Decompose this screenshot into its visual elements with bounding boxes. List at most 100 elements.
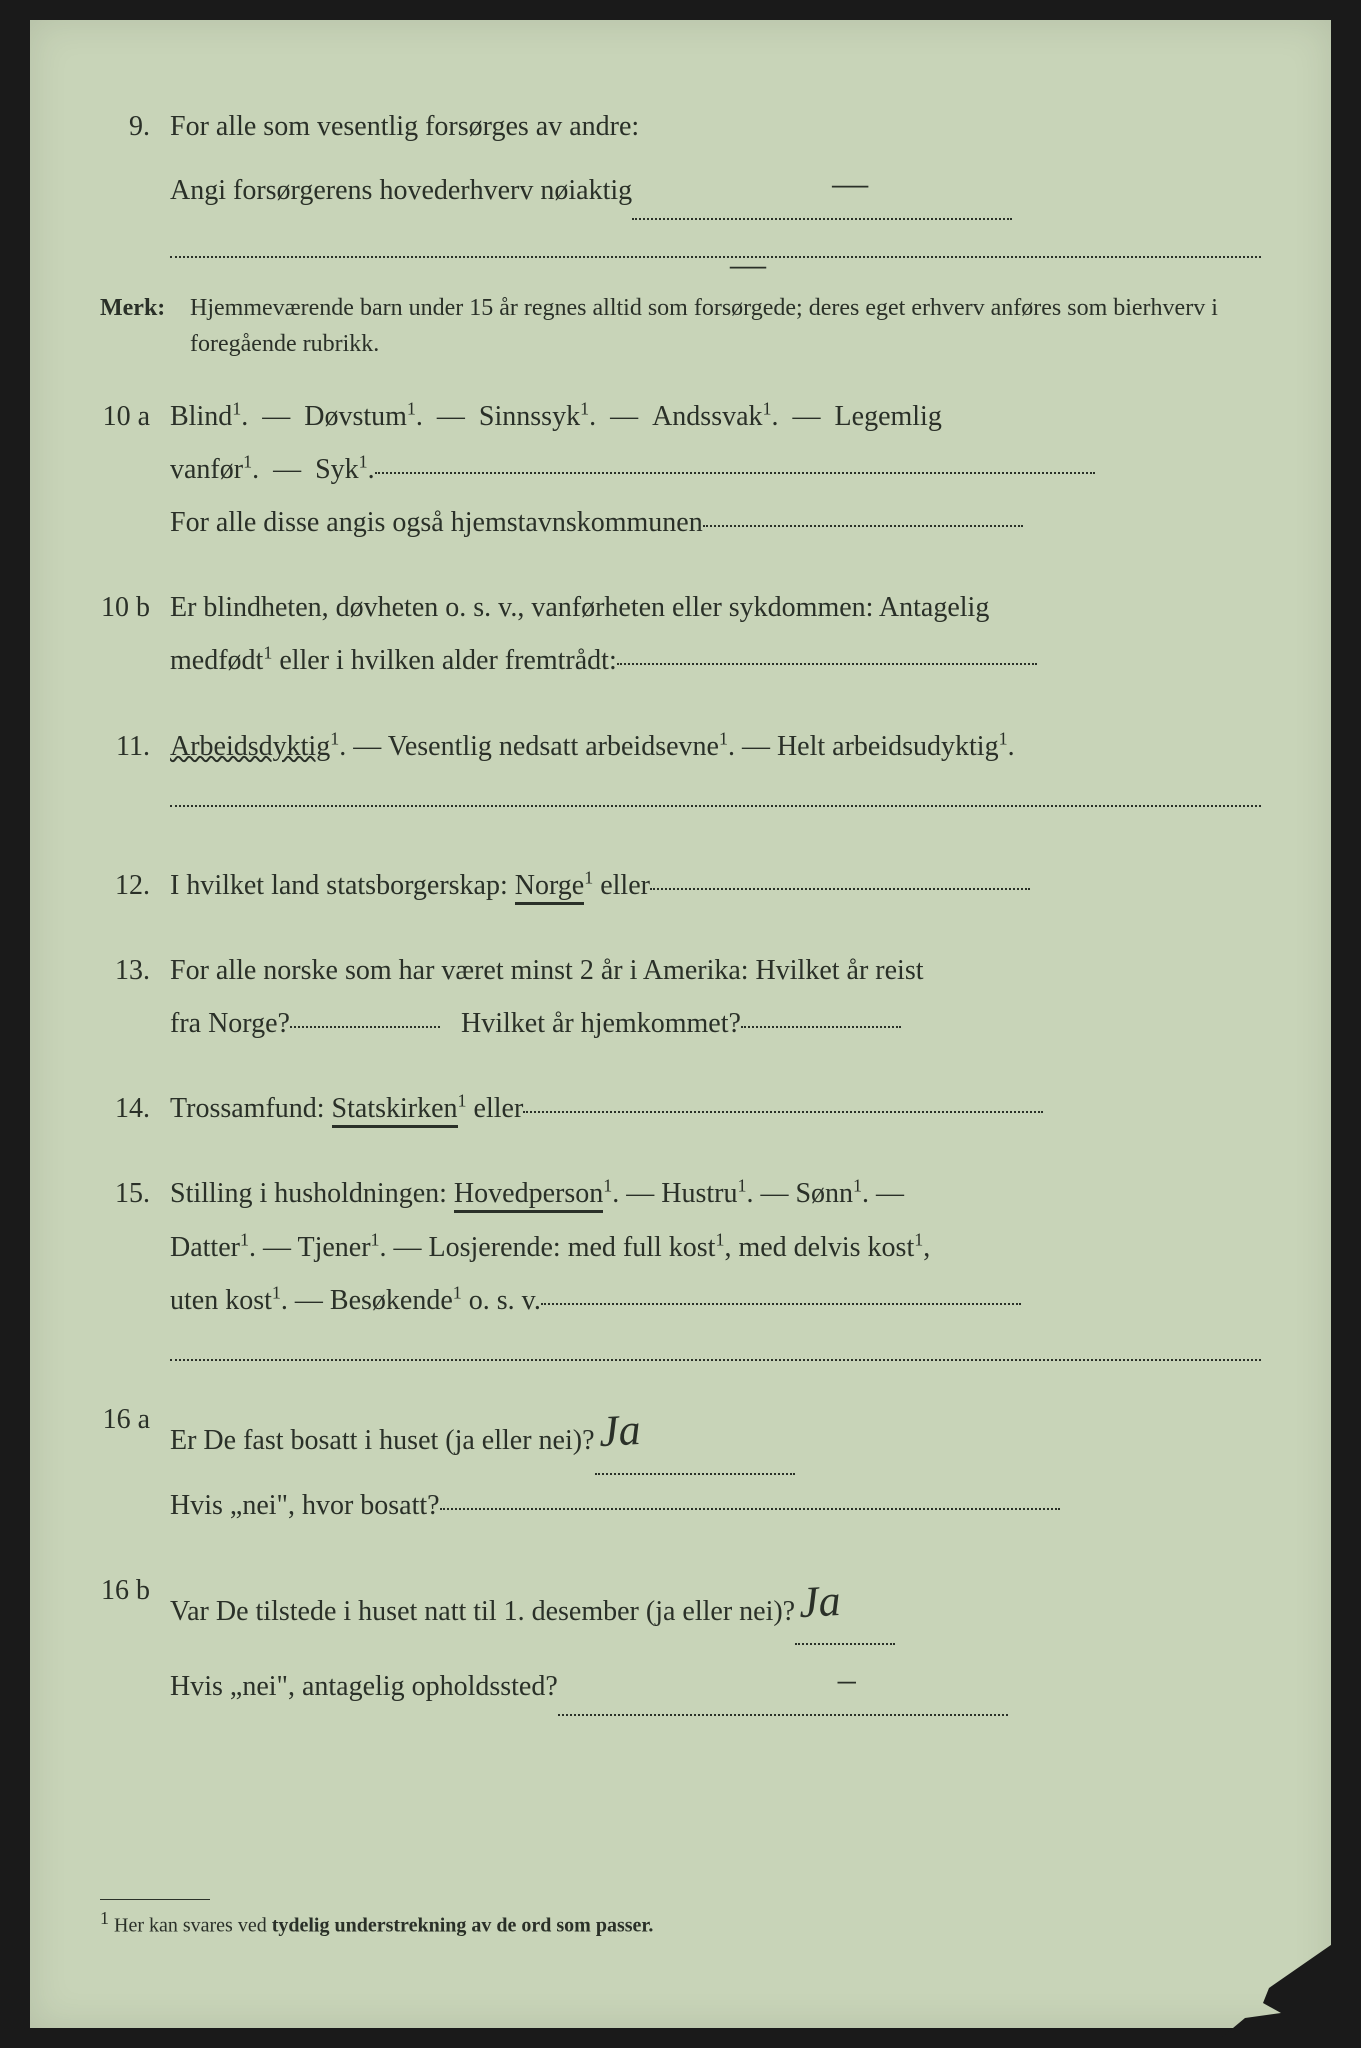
q11-end: . <box>1008 731 1015 762</box>
q15-l2b: . — Tjener <box>249 1232 371 1263</box>
q11-mid1: . — Vesentlig nedsatt arbeidsevne <box>339 731 719 762</box>
q11-number: 11. <box>100 720 170 807</box>
sup: 1 <box>914 1229 923 1249</box>
sup: 1 <box>243 451 252 471</box>
q10a-opt4: Andssvak <box>652 401 762 432</box>
q10b-blank <box>617 663 1037 665</box>
q10b-line2-mid: eller i hvilken alder fremtrådt: <box>272 645 616 676</box>
q14-blank <box>523 1111 1043 1113</box>
q13-line2b: Hvilket år hjemkommet? <box>461 1008 741 1039</box>
q15-line3: uten kost1. — Besøkende1 o. s. v. <box>170 1274 1261 1327</box>
q9-dash2: — <box>730 230 766 298</box>
q15-opts1c: . — <box>862 1178 904 1209</box>
q10a-opt5: Legemlig <box>835 401 942 432</box>
q14-body: Trossamfund: Statskirken1 eller <box>170 1082 1261 1135</box>
sup: 1 <box>458 1091 467 1111</box>
q11-opt1: Arbeidsdyktig <box>170 731 330 762</box>
footnote-prefix: Her kan svares ved <box>109 1915 272 1937</box>
q9-blank2: — <box>170 230 1261 258</box>
q16b-body: Var De tilstede i huset natt til 1. dese… <box>170 1564 1261 1720</box>
q16b-number: 16 b <box>100 1564 170 1720</box>
sup: 1 <box>584 867 593 887</box>
q16a-body: Er De fast bosatt i huset (ja eller nei)… <box>170 1393 1261 1532</box>
q10a-opt2: Døvstum <box>304 401 407 432</box>
q13-body: For alle norske som har været minst 2 år… <box>170 944 1261 1050</box>
q10a-blank1 <box>375 472 1095 474</box>
q16b-line2-text: Hvis „nei", antagelig opholdssted? <box>170 1671 558 1702</box>
q9-body: For alle som vesentlig forsørges av andr… <box>170 100 1261 258</box>
q10a-opt7: Syk <box>315 454 359 485</box>
spacer <box>100 839 1261 859</box>
q10a-opt6: vanfør <box>170 454 243 485</box>
q16b-answer: Ja <box>797 1559 843 1645</box>
footnote: 1 Her kan svares ved tydelig understrekn… <box>100 1899 1261 1938</box>
question-15: 15. Stilling i husholdningen: Hovedperso… <box>100 1167 1261 1361</box>
sup: 1 <box>603 1176 612 1196</box>
q10a-body: Blind1. — Døvstum1. — Sinnssyk1. — Andss… <box>170 390 1261 550</box>
q14-suffix: eller <box>467 1093 524 1124</box>
sup: 1 <box>763 398 772 418</box>
q10b-line2-prefix: medfødt <box>170 645 263 676</box>
q15-l3c: o. s. v. <box>462 1285 541 1316</box>
q15-opts1b: . — Sønn <box>746 1178 853 1209</box>
q15-number: 15. <box>100 1167 170 1361</box>
census-form-page: 9. For alle som vesentlig forsørges av a… <box>30 20 1331 2028</box>
question-13: 13. For alle norske som har været minst … <box>100 944 1261 1050</box>
q16b-blank2: – <box>558 1645 1008 1715</box>
question-11: 11. Arbeidsdyktig1. — Vesentlig nedsatt … <box>100 720 1261 807</box>
footnote-bold: tydelig understrekning av de ord som pas… <box>272 1915 654 1937</box>
q10b-line1: Er blindheten, døvheten o. s. v., vanfør… <box>170 581 1261 634</box>
q16a-line1-text: Er De fast bosatt i huset (ja eller nei)… <box>170 1425 595 1456</box>
q9-blank1: — <box>632 149 1012 219</box>
q15-l2a: Datter <box>170 1232 240 1263</box>
torn-corner <box>1221 1938 1341 2038</box>
q16a-line2-text: Hvis „nei", hvor bosatt? <box>170 1490 440 1521</box>
q11-blank <box>170 779 1261 807</box>
q15-l3a: uten kost <box>170 1285 272 1316</box>
q16b-dash: – <box>838 1645 856 1713</box>
q12-blank <box>650 888 1030 890</box>
q10b-number: 10 b <box>100 581 170 687</box>
q10b-body: Er blindheten, døvheten o. s. v., vanfør… <box>170 581 1261 687</box>
merk-text: Hjemmeværende barn under 15 år regnes al… <box>190 290 1261 362</box>
q15-blank2 <box>170 1333 1261 1361</box>
q15-l3b: . — Besøkende <box>281 1285 453 1316</box>
q16a-blank1: Ja <box>595 1389 795 1475</box>
sup: 1 <box>999 728 1008 748</box>
sup: 1 <box>453 1283 462 1303</box>
q15-l2e: , <box>923 1232 930 1263</box>
q10a-opt3: Sinnssyk <box>479 401 580 432</box>
q15-body: Stilling i husholdningen: Hovedperson1. … <box>170 1167 1261 1361</box>
q14-number: 14. <box>100 1082 170 1135</box>
q14-prefix: Trossamfund: <box>170 1093 332 1124</box>
q15-prefix: Stilling i husholdningen: <box>170 1178 454 1209</box>
q10a-line2-text: For alle disse angis også hjemstavnskomm… <box>170 507 703 538</box>
q13-line2a: fra Norge? <box>170 1008 290 1039</box>
q11-mid2: . — Helt arbeidsudyktig <box>728 731 999 762</box>
q15-l2d: , med delvis kost <box>724 1232 914 1263</box>
q10b-line2: medfødt1 eller i hvilken alder fremtrådt… <box>170 634 1261 687</box>
q13-line1: For alle norske som har været minst 2 år… <box>170 944 1261 997</box>
sup: 1 <box>272 1283 281 1303</box>
sup: 1 <box>330 728 339 748</box>
q10a-opt1: Blind <box>170 401 232 432</box>
q12-underlined: Norge <box>515 870 584 905</box>
q16a-answer: Ja <box>596 1388 642 1474</box>
q15-underlined: Hovedperson <box>454 1178 603 1213</box>
q13-blank1 <box>290 1026 440 1028</box>
sup: 1 <box>263 643 272 663</box>
q16b-line1: Var De tilstede i huset natt til 1. dese… <box>170 1564 1261 1650</box>
q16b-line1-text: Var De tilstede i huset natt til 1. dese… <box>170 1596 795 1627</box>
q15-opts1: . — Hustru <box>612 1178 737 1209</box>
merk-note: Merk: Hjemmeværende barn under 15 år reg… <box>100 290 1261 362</box>
q15-line1: Stilling i husholdningen: Hovedperson1. … <box>170 1167 1261 1220</box>
footnote-marker: 1 <box>100 1908 109 1928</box>
sup: 1 <box>719 728 728 748</box>
q9-line2-prefix: Angi forsørgerens hovederhverv nøiaktig <box>170 175 632 206</box>
q13-line2: fra Norge? Hvilket år hjemkommet? <box>170 997 1261 1050</box>
q14-underlined: Statskirken <box>332 1093 458 1128</box>
q15-blank1 <box>541 1303 1021 1305</box>
q16a-blank2 <box>440 1508 1060 1510</box>
q10a-options-line2: vanfør1. — Syk1. <box>170 443 1261 496</box>
q16a-line1: Er De fast bosatt i huset (ja eller nei)… <box>170 1393 1261 1479</box>
